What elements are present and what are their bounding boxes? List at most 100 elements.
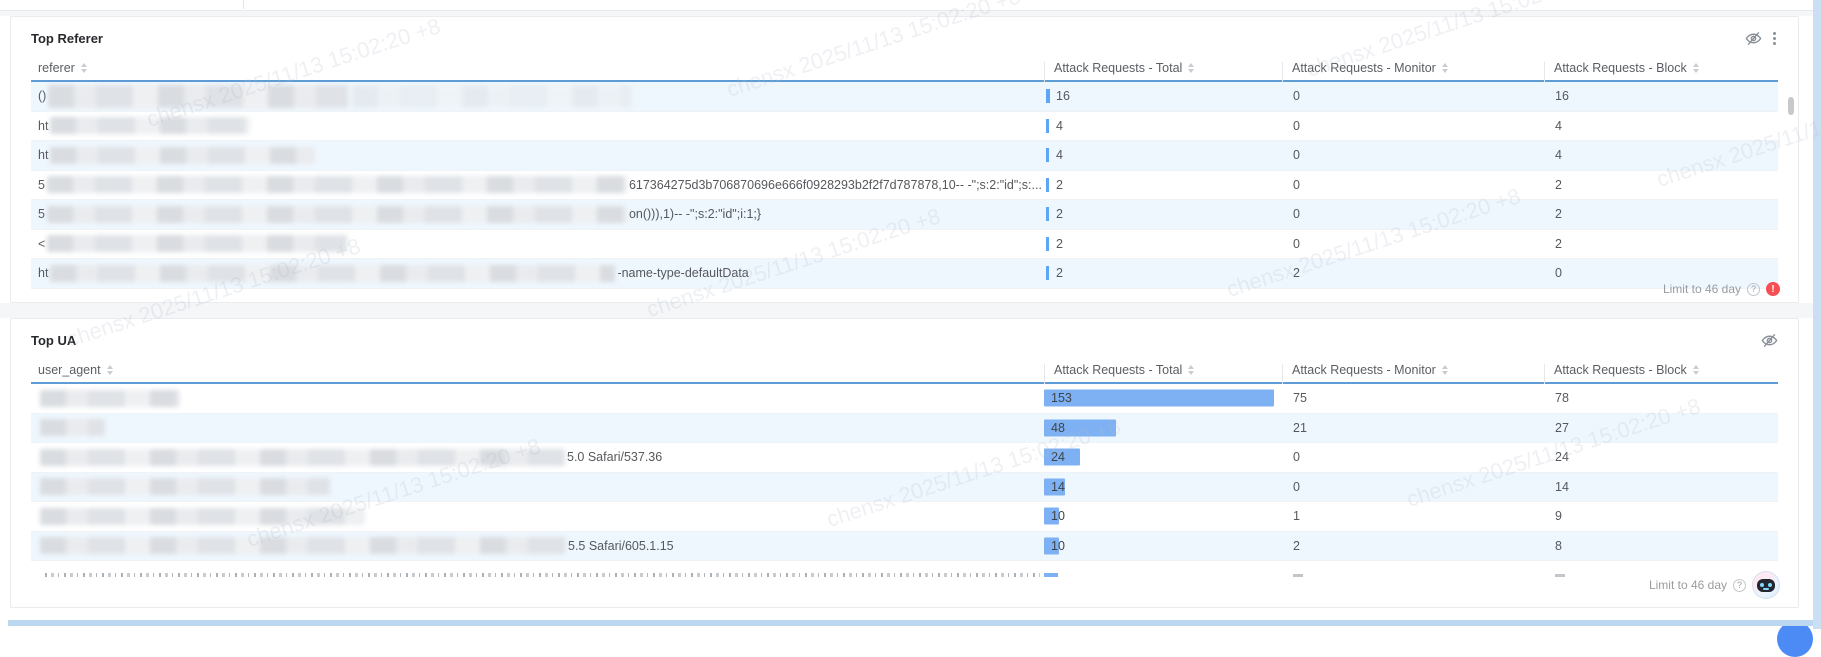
redacted-text <box>48 84 349 108</box>
total-cell: 14 <box>1044 473 1282 502</box>
sort-icon <box>1441 62 1448 73</box>
redacted-text <box>40 389 180 407</box>
table-row: () 16 0 16 <box>31 82 1778 112</box>
monitor-cell: 2 <box>1293 266 1300 281</box>
referer-cell: ht <box>31 141 1044 170</box>
monitor-cell: 21 <box>1293 420 1307 435</box>
user-agent-cell <box>31 473 1044 502</box>
column-header-total[interactable]: Attack Requests - Total <box>1044 61 1282 82</box>
sort-icon <box>1188 364 1195 375</box>
total-cell: 4 <box>1044 141 1282 170</box>
redacted-text <box>50 146 316 164</box>
floating-action-button[interactable] <box>1777 621 1813 657</box>
card-title: Top UA <box>31 332 77 348</box>
table-header-row: user_agent Attack Requests - Total Attac… <box>31 357 1778 384</box>
redacted-text <box>40 537 566 555</box>
block-cell: 14 <box>1555 479 1569 494</box>
help-icon[interactable]: ? <box>1733 578 1746 592</box>
table-body: 153 75 78 48 21 27 5.0 Safari/537.36 24 0 24 14 0 14… <box>31 384 1778 577</box>
limit-notice: Limit to 46 day <box>1648 578 1727 592</box>
monitor-cell: 0 <box>1293 177 1300 192</box>
block-cell: 78 <box>1555 391 1569 406</box>
assistant-robot-avatar[interactable] <box>1752 571 1780 599</box>
divider <box>243 0 244 9</box>
clipped-cell <box>1282 561 1544 577</box>
total-cell: 10 <box>1044 502 1282 531</box>
block-cell: 9 <box>1555 509 1562 524</box>
total-bar <box>1044 537 1059 555</box>
total-bar <box>1046 207 1049 222</box>
column-header-total[interactable]: Attack Requests - Total <box>1044 363 1282 384</box>
redacted-text <box>40 419 105 437</box>
total-bar <box>1046 177 1049 192</box>
block-cell: 16 <box>1555 89 1569 104</box>
total-cell: 153 <box>1044 384 1282 413</box>
sort-icon <box>106 364 113 375</box>
clipped-cell <box>1544 561 1778 577</box>
table-row: ht 4 0 4 <box>31 141 1778 171</box>
column-header-monitor[interactable]: Attack Requests - Monitor <box>1282 363 1544 384</box>
column-header-user-agent[interactable]: user_agent <box>31 363 1044 377</box>
block-cell: 2 <box>1555 207 1562 222</box>
user-agent-cell <box>31 384 1044 413</box>
block-cell: 27 <box>1555 420 1569 435</box>
monitor-cell: 0 <box>1293 450 1300 465</box>
table-row: 5.0 Safari/537.36 24 0 24 <box>31 443 1778 473</box>
total-bar <box>1046 236 1049 251</box>
block-cell: 8 <box>1555 538 1562 553</box>
total-bar <box>1044 478 1065 496</box>
user-agent-cell <box>31 414 1044 443</box>
table-body: () 16 0 16 ht 4 0 4 ht 4 0 4 5 617364275d3b706870696e… <box>31 82 1778 289</box>
block-cell: 4 <box>1555 148 1562 163</box>
monitor-cell: 75 <box>1293 391 1307 406</box>
eye-invisible-icon[interactable] <box>1745 30 1762 47</box>
column-header-monitor[interactable]: Attack Requests - Monitor <box>1282 61 1544 82</box>
alert-icon[interactable]: ! <box>1766 282 1780 296</box>
monitor-cell: 0 <box>1293 479 1300 494</box>
block-cell: 4 <box>1555 118 1562 133</box>
referer-cell: () <box>31 82 1044 111</box>
total-bar <box>1044 389 1274 407</box>
card-title: Top Referer <box>31 30 103 46</box>
page-bottom-edge <box>8 620 1813 626</box>
card-top-ua: Top UA user_agent Attack Requests - Tota… <box>10 318 1799 608</box>
table-header-row: referer Attack Requests - Total Attack R… <box>31 55 1778 82</box>
redacted-text <box>40 448 565 466</box>
monitor-cell: 2 <box>1293 538 1300 553</box>
referer-cell: 5 on())),1)-- -";s:2:"id";i:1;} <box>38 205 762 223</box>
redacted-text <box>40 507 365 525</box>
total-bar <box>1046 89 1050 104</box>
total-bar <box>1044 419 1116 437</box>
table-row: 5 617364275d3b706870696e666f0928293b2f2f7… <box>31 171 1778 200</box>
total-cell: 24 <box>1044 443 1282 472</box>
total-cell: 48 <box>1044 414 1282 443</box>
referer-cell: ht -name-type-defaultData <box>38 264 749 282</box>
table-scrollbar[interactable] <box>1788 97 1794 115</box>
sort-icon <box>1188 62 1195 73</box>
clipped-text-cell <box>31 561 1044 577</box>
help-icon[interactable]: ? <box>1747 282 1760 296</box>
total-bar <box>1046 118 1049 133</box>
eye-invisible-icon[interactable] <box>1761 332 1778 349</box>
table-row: ht -name-type-defaultData 2 2 0 <box>31 259 1778 289</box>
sort-icon <box>80 62 87 73</box>
more-menu-icon[interactable] <box>1771 31 1778 46</box>
table-row: 5.5 Safari/605.1.15 10 2 8 <box>31 531 1778 561</box>
column-header-block[interactable]: Attack Requests - Block <box>1544 61 1778 82</box>
clipped-bar-cell <box>1044 561 1282 577</box>
table-row: ht 4 0 4 <box>31 112 1778 141</box>
total-cell: 10 <box>1044 532 1282 561</box>
redacted-text <box>47 235 348 253</box>
redacted-text <box>50 264 616 282</box>
user-agent-cell: 5.0 Safari/537.36 <box>31 443 1044 472</box>
referer-cell: < <box>31 230 1044 259</box>
block-cell: 0 <box>1555 266 1562 281</box>
column-header-referer[interactable]: referer <box>31 61 1044 75</box>
page-right-edge <box>1813 0 1821 629</box>
monitor-cell: 0 <box>1293 89 1300 104</box>
table-row: 14 0 14 <box>31 472 1778 502</box>
sort-icon <box>1692 364 1699 375</box>
table-row <box>31 561 1778 577</box>
column-header-block[interactable]: Attack Requests - Block <box>1544 363 1778 384</box>
